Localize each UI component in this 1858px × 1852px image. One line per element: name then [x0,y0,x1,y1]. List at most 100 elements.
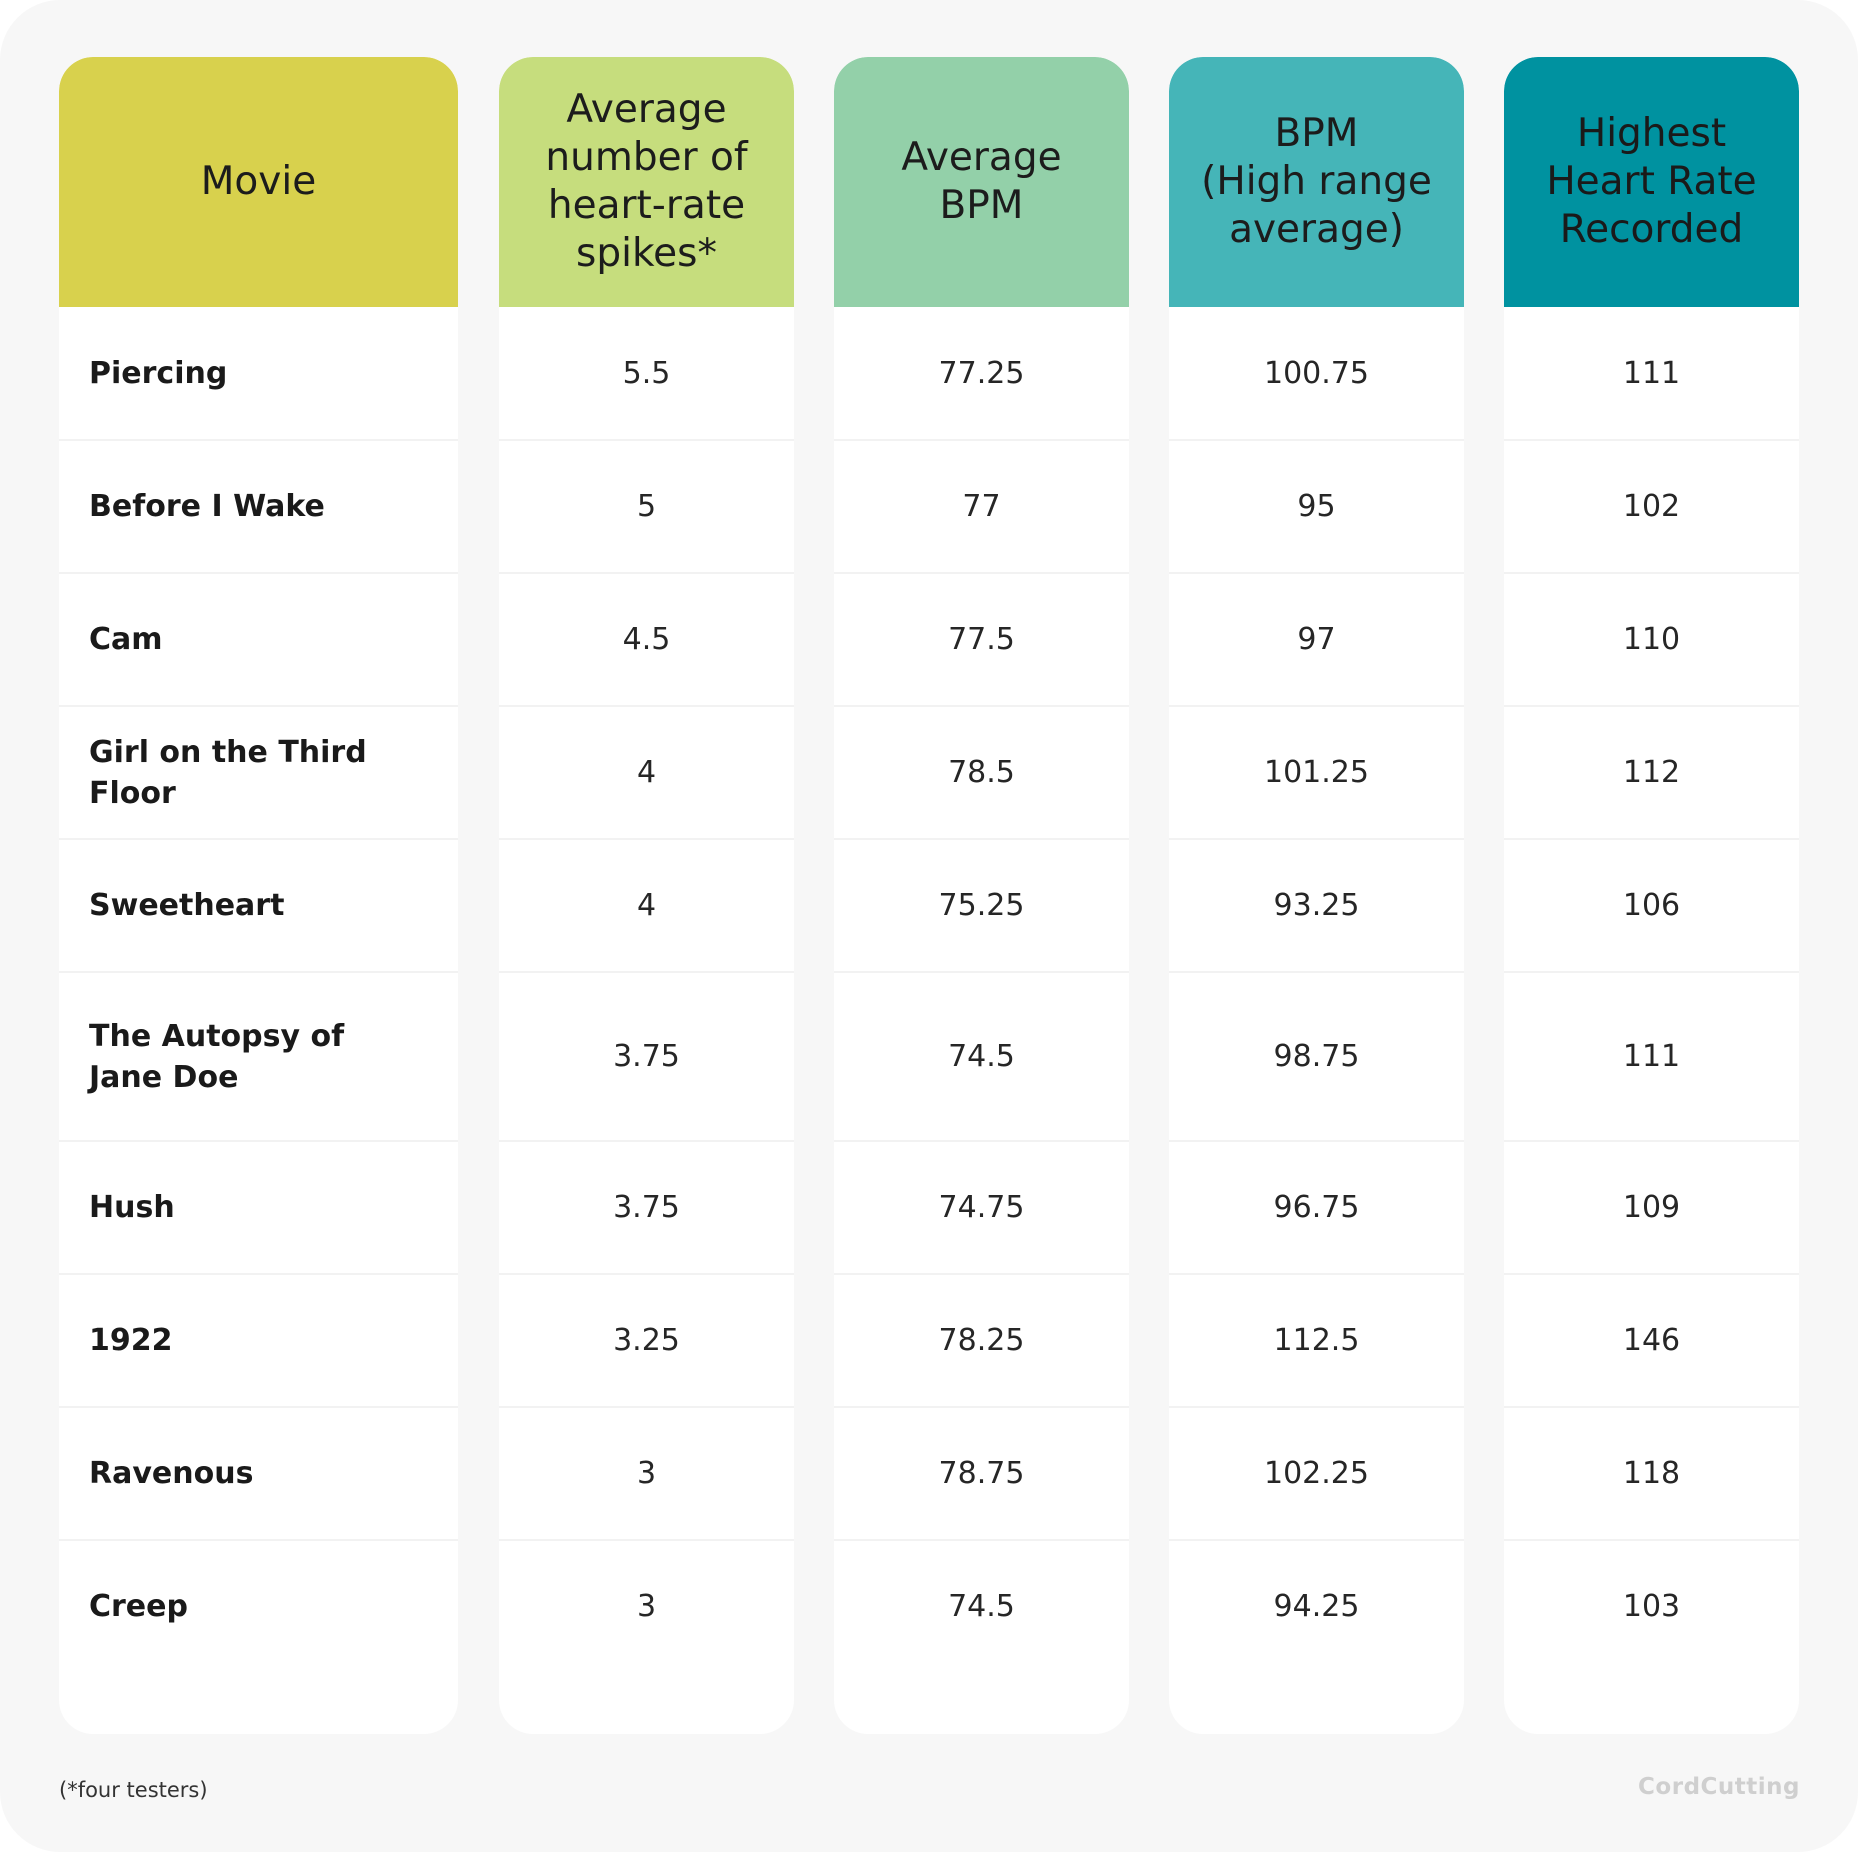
row-divider [499,1539,794,1541]
movie-name-cell: Before I Wake [89,489,325,524]
movie-name-cell: Sweetheart [89,888,285,923]
header-high-range: BPM (High range average) [1169,57,1464,307]
row-divider [1169,1539,1464,1541]
cell-spikes: 4 [636,888,657,923]
cell-highest: 111 [1622,356,1681,391]
cell-high-range: 93.25 [1273,888,1360,923]
cell-avg-bpm: 78.25 [938,1323,1025,1358]
cell-avg-bpm: 74.5 [948,1039,1015,1074]
row-divider [59,1140,458,1142]
header-avg-bpm: Average BPM [834,57,1129,307]
cell-highest: 146 [1622,1323,1681,1358]
row-divider [1504,971,1799,973]
cell-avg-bpm: 75.25 [938,888,1025,923]
cell-highest: 103 [1622,1589,1681,1624]
row-divider [499,1140,794,1142]
row-divider [834,971,1129,973]
row-divider [59,572,458,574]
row-divider [1504,838,1799,840]
row-divider [834,1406,1129,1408]
cell-high-range: 101.25 [1264,755,1369,790]
cell-spikes: 5.5 [622,356,671,391]
row-divider [834,572,1129,574]
header-movie: Movie [59,57,458,307]
row-divider [499,439,794,441]
row-divider [499,1273,794,1275]
cell-highest: 109 [1622,1190,1681,1225]
column-high-range: BPM (High range average) 100.75 95 97 101.2… [1169,57,1464,1734]
cell-spikes: 3.25 [613,1323,680,1358]
row-divider [1169,1406,1464,1408]
row-divider [59,1406,458,1408]
cell-avg-bpm: 74.75 [938,1190,1025,1225]
row-divider [1169,439,1464,441]
cell-high-range: 98.75 [1273,1039,1360,1074]
row-divider [1504,1140,1799,1142]
movie-name-cell: The Autopsy of Jane Doe [89,1018,345,1095]
row-divider [1504,1539,1799,1541]
row-divider [1169,705,1464,707]
row-divider [1169,971,1464,973]
row-divider [1504,1406,1799,1408]
column-movie: Movie Piercing Before I Wake Cam Girl on th… [59,57,458,1734]
cell-high-range: 97 [1297,622,1336,657]
cell-spikes: 5 [636,489,657,524]
row-divider [59,705,458,707]
cordcutting-logo: CordCutting [1638,1774,1800,1800]
row-divider [59,1273,458,1275]
movie-name-cell: Creep [89,1589,188,1624]
cell-spikes: 4.5 [622,622,671,657]
cell-avg-bpm: 78.5 [948,755,1015,790]
movie-name-cell: Ravenous [89,1456,254,1491]
row-divider [834,1140,1129,1142]
cell-avg-bpm: 74.5 [948,1589,1015,1624]
cell-high-range: 94.25 [1273,1589,1360,1624]
cell-highest: 111 [1622,1039,1681,1074]
cell-spikes: 4 [636,755,657,790]
cell-avg-bpm: 77.25 [938,356,1025,391]
row-divider [1504,439,1799,441]
cell-spikes: 3.75 [613,1190,680,1225]
column-avg-bpm: Average BPM 77.25 77 77.5 78.5 75.25 74.5 74.7… [834,57,1129,1734]
movie-name-cell: Hush [89,1190,175,1225]
cell-spikes: 3 [636,1589,657,1624]
row-divider [1169,572,1464,574]
cell-highest: 110 [1622,622,1681,657]
row-divider [499,971,794,973]
footnote: (*four testers) [59,1778,208,1802]
cell-high-range: 95 [1297,489,1336,524]
row-divider [1504,572,1799,574]
row-divider [1504,1273,1799,1275]
cell-spikes: 3.75 [613,1039,680,1074]
row-divider [834,439,1129,441]
row-divider [59,971,458,973]
row-divider [499,705,794,707]
row-divider [499,838,794,840]
cell-avg-bpm: 77.5 [948,622,1015,657]
cell-highest: 112 [1622,755,1681,790]
cell-highest: 118 [1622,1456,1681,1491]
row-divider [1169,838,1464,840]
movie-name-cell: Cam [89,622,163,657]
movie-name-cell: Piercing [89,356,228,391]
row-divider [834,1539,1129,1541]
row-divider [499,1406,794,1408]
row-divider [499,572,794,574]
row-divider [59,1539,458,1541]
cell-high-range: 112.5 [1273,1323,1360,1358]
cell-avg-bpm: 77 [962,489,1001,524]
column-highest: Highest Heart Rate Recorded 111 102 110 112… [1504,57,1799,1734]
row-divider [834,1273,1129,1275]
header-spikes: Average number of heart-rate spikes* [499,57,794,307]
header-highest: Highest Heart Rate Recorded [1504,57,1799,307]
cell-spikes: 3 [636,1456,657,1491]
row-divider [59,439,458,441]
row-divider [1504,705,1799,707]
column-spikes: Average number of heart-rate spikes* 5.5… [499,57,794,1734]
row-divider [1169,1140,1464,1142]
cell-avg-bpm: 78.75 [938,1456,1025,1491]
cell-high-range: 96.75 [1273,1190,1360,1225]
cell-highest: 106 [1622,888,1681,923]
cell-high-range: 100.75 [1264,356,1369,391]
